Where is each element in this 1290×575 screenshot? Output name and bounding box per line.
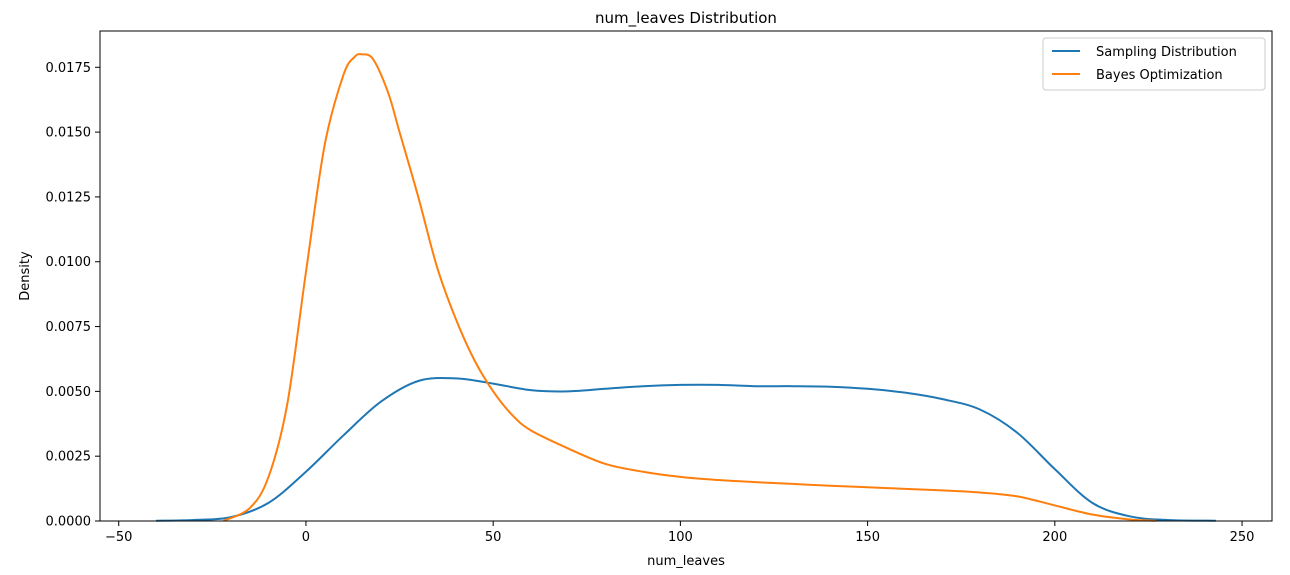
sampling-distribution-line	[156, 377, 1216, 522]
legend-label-sampling: Sampling Distribution	[1096, 45, 1237, 60]
chart-title: num_leaves Distribution	[595, 9, 777, 28]
x-axis-label: num_leaves	[647, 554, 725, 569]
y-tick-label: 0.0125	[46, 190, 92, 205]
x-tick-label: 200	[1042, 530, 1067, 545]
legend-box	[1042, 37, 1266, 91]
plot-lines	[156, 53, 1216, 522]
y-tick-label: 0.0000	[46, 515, 92, 530]
y-tick-label: 0.0075	[46, 320, 92, 335]
x-tick-label: 150	[855, 530, 880, 545]
y-axis: 0.0000 0.0025 0.0050 0.0075 0.0100 0.0125 0.01…	[46, 61, 100, 530]
y-tick-label: 0.0100	[46, 255, 92, 270]
x-tick-label: −50	[105, 530, 132, 545]
x-tick-label: 50	[485, 530, 502, 545]
legend-label-bayes: Bayes Optimization	[1096, 68, 1223, 83]
y-tick-label: 0.0050	[46, 385, 92, 400]
legend: Sampling Distribution Bayes Optimization	[1042, 37, 1266, 91]
y-tick-label: 0.0150	[46, 126, 92, 141]
x-axis: −50 0 50 100 150 200 250	[105, 521, 1254, 545]
x-tick-label: 0	[302, 530, 310, 545]
x-tick-label: 250	[1230, 530, 1255, 545]
y-axis-label: Density	[18, 251, 33, 301]
y-tick-label: 0.0175	[46, 61, 92, 76]
bayes-optimization-line	[223, 53, 1156, 522]
plot-frame	[99, 30, 1273, 522]
y-tick-label: 0.0025	[46, 450, 92, 465]
x-tick-label: 100	[668, 530, 693, 545]
